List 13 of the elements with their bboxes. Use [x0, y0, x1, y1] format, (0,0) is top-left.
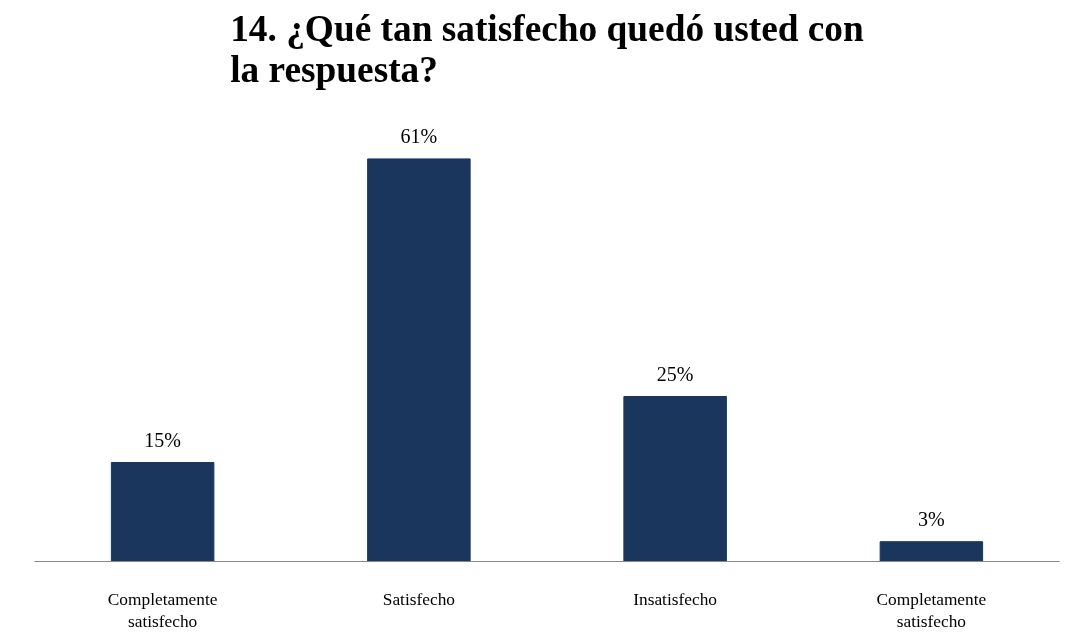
data-label: 61%: [400, 124, 438, 147]
bar: [367, 158, 471, 562]
data-label: 15%: [144, 428, 181, 451]
data-label: 25%: [656, 362, 694, 385]
x-tick-label: Completamente satisfecho: [107, 589, 218, 632]
bar: [879, 541, 984, 562]
data-label: 3%: [918, 507, 945, 530]
bar: [623, 396, 727, 562]
x-tick-label: Insatisfecho: [633, 589, 717, 609]
chart-title: 14. ¿Qué tan satisfecho quedó usted con la respuesta?: [230, 7, 865, 90]
bar: [110, 462, 215, 562]
x-tick-label: Completamente satisfecho: [876, 589, 987, 632]
x-tick-label: Satisfecho: [382, 589, 455, 609]
